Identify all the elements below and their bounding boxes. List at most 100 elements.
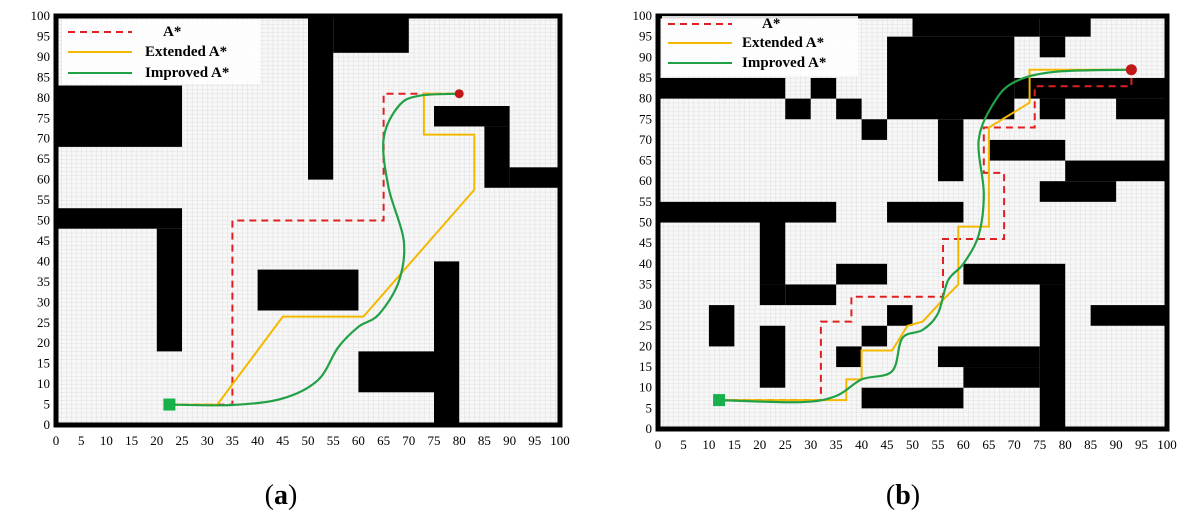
y-tick-label: 80 bbox=[37, 90, 50, 105]
path-improved-a-star bbox=[169, 92, 460, 407]
x-tick-label: 50 bbox=[302, 433, 315, 448]
y-tick-label: 85 bbox=[639, 70, 652, 85]
y-tick-label: 30 bbox=[639, 297, 652, 312]
obstacle bbox=[861, 325, 888, 347]
obstacle bbox=[759, 222, 786, 285]
y-tick-label: 100 bbox=[31, 8, 51, 23]
y-tick-label: 90 bbox=[37, 49, 50, 64]
obstacle bbox=[333, 16, 409, 53]
x-tick-label: 15 bbox=[125, 433, 138, 448]
y-tick-label: 45 bbox=[639, 235, 652, 250]
obstacle bbox=[836, 263, 888, 285]
y-tick-label: 60 bbox=[639, 173, 652, 188]
obstacle bbox=[156, 228, 182, 352]
y-tick-label: 100 bbox=[633, 8, 653, 23]
obstacle bbox=[937, 346, 1040, 368]
x-tick-label: 10 bbox=[702, 437, 715, 452]
obstacle bbox=[308, 16, 334, 180]
y-tick-label: 15 bbox=[639, 359, 652, 374]
x-tick-label: 85 bbox=[1084, 437, 1097, 452]
path-improved-a-star bbox=[719, 68, 1132, 404]
x-tick-label: 40 bbox=[251, 433, 264, 448]
obstacle bbox=[658, 201, 837, 223]
legend-b: A* Extended A* Improved A* bbox=[662, 16, 858, 76]
caption-b: (b) bbox=[886, 480, 920, 511]
x-tick-label: 55 bbox=[931, 437, 944, 452]
ticks-b: 0055101015152020252530303535404045455050… bbox=[633, 8, 1177, 452]
caption-a: (a) bbox=[265, 480, 298, 511]
caption-a-letter: a bbox=[274, 480, 288, 511]
obstacle bbox=[887, 305, 913, 326]
paths-b bbox=[719, 68, 1133, 404]
obstacle bbox=[861, 387, 964, 409]
obstacle bbox=[56, 208, 182, 229]
x-tick-label: 50 bbox=[906, 437, 919, 452]
obstacle bbox=[509, 167, 560, 188]
obstacle bbox=[1039, 98, 1066, 120]
obstacles-a bbox=[56, 16, 560, 425]
obstacle bbox=[963, 367, 1040, 388]
x-tick-label: 90 bbox=[503, 433, 516, 448]
y-tick-label: 20 bbox=[37, 335, 50, 350]
x-tick-label: 0 bbox=[53, 433, 60, 448]
markers-b bbox=[713, 64, 1137, 407]
obstacle bbox=[759, 284, 786, 306]
y-tick-label: 55 bbox=[639, 194, 652, 209]
x-tick-label: 20 bbox=[150, 433, 163, 448]
obstacle bbox=[658, 77, 786, 99]
obstacle bbox=[434, 261, 460, 425]
y-tick-label: 15 bbox=[37, 356, 50, 371]
x-tick-label: 90 bbox=[1110, 437, 1123, 452]
x-tick-label: 65 bbox=[982, 437, 995, 452]
legend-a: A* Extended A* Improved A* bbox=[62, 20, 260, 84]
obstacle bbox=[963, 263, 1066, 285]
panel-b: 0055101015152020252530303535404045455050… bbox=[633, 8, 1177, 511]
start-marker bbox=[163, 398, 176, 411]
x-tick-label: 25 bbox=[779, 437, 792, 452]
ticks-a: 0055101015152020252530303535404045455050… bbox=[31, 8, 570, 448]
goal-marker bbox=[454, 89, 464, 99]
obstacle bbox=[257, 269, 359, 311]
x-tick-label: 95 bbox=[528, 433, 541, 448]
x-tick-label: 10 bbox=[100, 433, 113, 448]
obstacle bbox=[56, 85, 182, 147]
x-tick-label: 75 bbox=[1033, 437, 1046, 452]
obstacle bbox=[759, 325, 786, 388]
caption-a-open: ( bbox=[265, 480, 274, 511]
obstacles-b bbox=[658, 16, 1167, 429]
y-tick-label: 5 bbox=[646, 400, 653, 415]
obstacle bbox=[1039, 284, 1066, 429]
goal-marker bbox=[1125, 64, 1137, 76]
caption-b-letter: b bbox=[895, 480, 911, 511]
x-tick-label: 45 bbox=[881, 437, 894, 452]
obstacle bbox=[1065, 160, 1167, 182]
x-tick-label: 45 bbox=[276, 433, 289, 448]
x-tick-label: 60 bbox=[352, 433, 365, 448]
y-tick-label: 0 bbox=[646, 421, 653, 436]
obstacle bbox=[887, 36, 1015, 120]
y-tick-label: 40 bbox=[37, 253, 50, 268]
obstacle bbox=[1039, 181, 1117, 202]
obstacle bbox=[434, 105, 510, 127]
legend-bg-b bbox=[662, 16, 858, 76]
legend-label-a-star-b: A* bbox=[762, 16, 780, 32]
obstacle bbox=[887, 201, 964, 223]
obstacle bbox=[1090, 305, 1167, 326]
y-tick-label: 10 bbox=[37, 376, 50, 391]
y-tick-label: 60 bbox=[37, 172, 50, 187]
obstacle bbox=[708, 305, 735, 347]
x-tick-label: 20 bbox=[753, 437, 766, 452]
y-tick-label: 40 bbox=[639, 256, 652, 271]
y-tick-label: 0 bbox=[44, 417, 51, 432]
x-tick-label: 80 bbox=[453, 433, 466, 448]
y-tick-label: 35 bbox=[37, 274, 50, 289]
x-tick-label: 35 bbox=[226, 433, 239, 448]
x-tick-label: 30 bbox=[201, 433, 214, 448]
y-tick-label: 50 bbox=[639, 215, 652, 230]
x-tick-label: 95 bbox=[1135, 437, 1148, 452]
obstacle bbox=[861, 119, 888, 140]
x-tick-label: 35 bbox=[830, 437, 843, 452]
x-tick-label: 25 bbox=[176, 433, 189, 448]
obstacle bbox=[1039, 16, 1091, 37]
x-tick-label: 5 bbox=[680, 437, 687, 452]
